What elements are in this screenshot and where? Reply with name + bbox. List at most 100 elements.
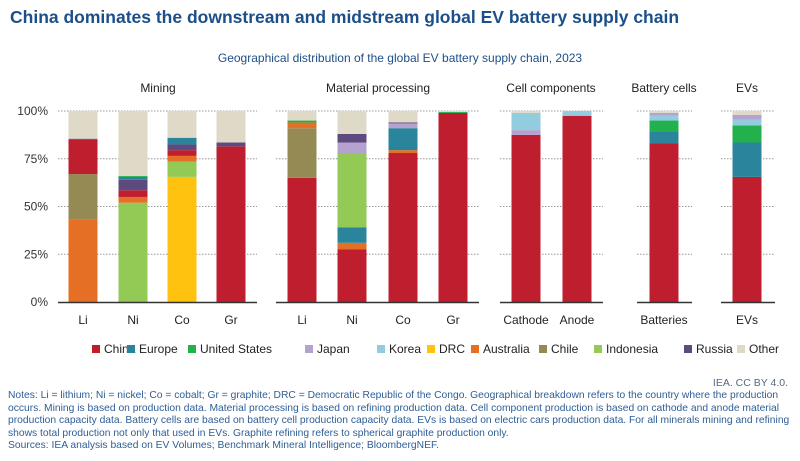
- bar-segment-europe: [649, 132, 679, 144]
- bar-segment-indonesia: [167, 161, 197, 177]
- bar-segment-russia: [388, 122, 418, 124]
- bar-segment-japan: [337, 142, 367, 154]
- x-tick-label: Ni: [127, 313, 138, 327]
- bar-segment-china: [167, 150, 197, 156]
- bar-segment-chile: [68, 174, 98, 220]
- bar-segment-china: [511, 134, 541, 302]
- bar-segment-australia: [287, 122, 317, 129]
- bar-segment-russia: [216, 142, 246, 147]
- legend-label: DRC: [439, 342, 465, 356]
- y-tick-label: 0%: [31, 295, 49, 309]
- bar-segment-indonesia: [118, 202, 148, 302]
- bar-segment-china: [562, 115, 592, 303]
- legend-swatch: [188, 345, 196, 353]
- bar-segment-china: [649, 143, 679, 302]
- bar-segment-australia: [68, 219, 98, 302]
- x-tick-label: Gr: [224, 313, 237, 327]
- bar-segment-china: [388, 153, 418, 302]
- legend-label: United States: [200, 342, 272, 356]
- legend-label: Japan: [317, 342, 350, 356]
- legend-label: Europe: [139, 342, 178, 356]
- legend-label: Australia: [483, 342, 530, 356]
- y-tick-label: 75%: [24, 152, 48, 166]
- x-tick-label: Batteries: [640, 313, 687, 327]
- bar-segment-china: [337, 249, 367, 302]
- x-tick-label: Li: [297, 313, 306, 327]
- page-title: China dominates the downstream and midst…: [10, 7, 680, 27]
- bar-segment-russia: [337, 133, 367, 143]
- bar-segment-united-states: [287, 120, 317, 123]
- bar-segment-other: [287, 111, 317, 121]
- group-label: Battery cells: [631, 81, 696, 95]
- bar-segment-united-states: [732, 125, 762, 143]
- x-tick-label: EVs: [736, 313, 758, 327]
- bar-segment-china: [732, 176, 762, 302]
- x-tick-label: Co: [395, 313, 411, 327]
- bar-segment-australia: [388, 150, 418, 154]
- bar-segment-united-states: [118, 175, 148, 177]
- bar-segment-other: [649, 111, 679, 113]
- bar-segment-china: [68, 139, 98, 175]
- bar-segment-other: [438, 111, 468, 112]
- legend-swatch: [471, 345, 479, 353]
- bar-segment-korea: [732, 119, 762, 126]
- x-tick-label: Gr: [446, 313, 459, 327]
- bar-segment-korea: [649, 115, 679, 121]
- bar-segment-other: [216, 111, 246, 143]
- bar-segment-japan: [511, 130, 541, 135]
- x-tick-label: Li: [78, 313, 87, 327]
- bar-segment-australia: [337, 242, 367, 250]
- bar-segment-japan: [649, 112, 679, 116]
- legend-swatch: [737, 345, 745, 353]
- bar-segment-other: [732, 111, 762, 115]
- legend-swatch: [377, 345, 385, 353]
- bar-segment-other: [388, 111, 418, 123]
- group-label: Mining: [140, 81, 175, 95]
- legend-label: Korea: [389, 342, 421, 356]
- x-tick-label: Ni: [346, 313, 357, 327]
- x-tick-label: Cathode: [503, 313, 549, 327]
- bar-segment-china: [287, 177, 317, 302]
- x-tick-label: Anode: [560, 313, 595, 327]
- credit-text: IEA. CC BY 4.0.: [712, 377, 788, 389]
- bar-segment-china: [216, 146, 246, 302]
- bar-segment-other: [167, 111, 197, 138]
- legend-swatch: [539, 345, 547, 353]
- bar-segment-korea: [511, 112, 541, 131]
- bar-segment-europe: [118, 176, 148, 180]
- y-tick-label: 100%: [17, 104, 48, 118]
- legend-label: Russia: [696, 342, 733, 356]
- stacked-bar-chart: Geographical distribution of the global …: [17, 51, 779, 356]
- bar-segment-russia: [68, 138, 98, 140]
- bar-segment-europe: [732, 142, 762, 177]
- bar-segment-europe: [337, 227, 367, 243]
- y-tick-label: 50%: [24, 200, 48, 214]
- legend-swatch: [305, 345, 313, 353]
- bar-segment-europe: [388, 128, 418, 151]
- legend-label: Other: [749, 342, 779, 356]
- bar-segment-europe: [167, 137, 197, 145]
- bar-segment-australia: [167, 155, 197, 162]
- group-label: Cell components: [506, 81, 595, 95]
- chart-subtitle: Geographical distribution of the global …: [218, 51, 583, 65]
- legend-swatch: [92, 345, 100, 353]
- legend-swatch: [684, 345, 692, 353]
- bar-segment-other: [511, 111, 541, 113]
- bar-segment-russia: [118, 179, 148, 191]
- bar-segment-japan: [388, 123, 418, 129]
- legend-swatch: [427, 345, 435, 353]
- bar-segment-other: [118, 111, 148, 176]
- bar-segment-japan: [732, 114, 762, 120]
- bar-segment-china: [438, 112, 468, 302]
- bar-segment-australia: [118, 196, 148, 203]
- bar-segment-korea: [562, 111, 592, 116]
- bar-segment-russia: [167, 144, 197, 151]
- bar-segment-indonesia: [337, 153, 367, 228]
- bar-segment-united-states: [438, 111, 468, 113]
- bar-segment-other: [68, 111, 98, 139]
- y-tick-label: 25%: [24, 247, 48, 261]
- bar-segment-united-states: [649, 120, 679, 133]
- bar-segment-chile: [287, 128, 317, 178]
- bar-segment-drc: [167, 176, 197, 302]
